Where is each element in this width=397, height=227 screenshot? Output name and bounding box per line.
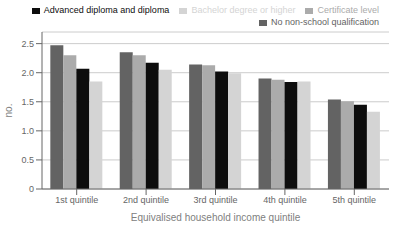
svg-text:0.5: 0.5 xyxy=(21,155,34,165)
html-text:No non-school qualification: No non-school qualification xyxy=(270,17,379,27)
svg-text:1.5: 1.5 xyxy=(21,97,34,107)
html-text:Bachelor degree or higher: Bachelor degree or higher xyxy=(191,5,296,15)
svg-text:4th quintile: 4th quintile xyxy=(263,195,307,205)
svg-text:0: 0 xyxy=(29,184,34,194)
svg-text:1st quintile: 1st quintile xyxy=(55,195,98,205)
svg-text:1.0: 1.0 xyxy=(21,126,34,136)
html-text:Advanced diploma and diploma: Advanced diploma and diploma xyxy=(43,5,170,15)
svg-text:2.5: 2.5 xyxy=(21,39,34,49)
svg-text:Equivalised household income q: Equivalised household income quintile xyxy=(131,212,301,223)
svg-text:2.0: 2.0 xyxy=(21,68,34,78)
svg-text:2nd quintile: 2nd quintile xyxy=(123,195,169,205)
svg-text:5th quintile: 5th quintile xyxy=(333,195,377,205)
html-text:Certificate level: Certificate level xyxy=(317,5,379,15)
svg-text:no.: no. xyxy=(8,104,14,118)
svg-text:3rd quintile: 3rd quintile xyxy=(193,195,237,205)
